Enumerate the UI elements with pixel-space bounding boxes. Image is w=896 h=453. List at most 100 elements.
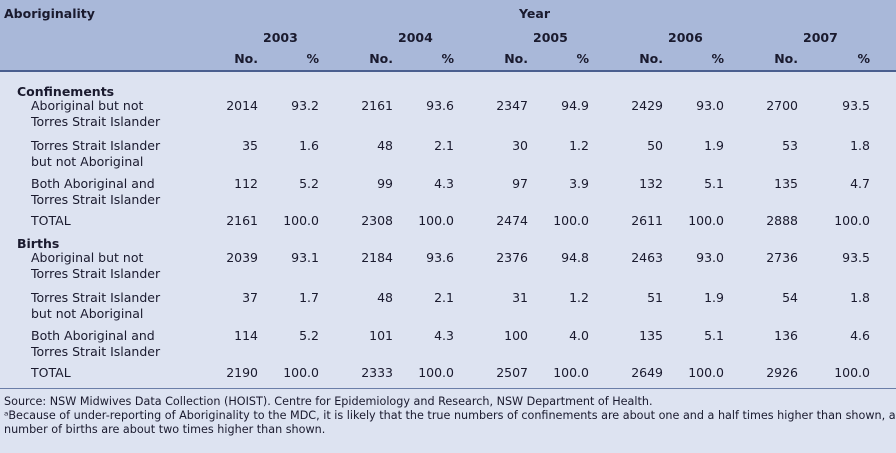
percent-cell: 100.0 — [688, 365, 724, 380]
count-cell: 31 — [512, 290, 528, 305]
percent-cell: 100.0 — [834, 213, 870, 228]
percent-cell: 1.2 — [569, 138, 589, 153]
count-cell: 2736 — [766, 250, 798, 265]
percent-cell: 1.7 — [299, 290, 319, 305]
count-cell: 101 — [369, 328, 393, 343]
percent-cell: 1.6 — [299, 138, 319, 153]
no-subheader-4: No. — [774, 51, 798, 66]
pct-subheader-1: % — [441, 51, 454, 66]
percent-cell: 2.1 — [434, 290, 454, 305]
row-label: TOTAL — [31, 213, 71, 228]
percent-cell: 93.0 — [696, 98, 724, 113]
percent-cell: 4.0 — [569, 328, 589, 343]
percent-cell: 1.8 — [850, 290, 870, 305]
percent-cell: 100.0 — [688, 213, 724, 228]
percent-cell: 100.0 — [283, 365, 319, 380]
percent-cell: 100.0 — [553, 213, 589, 228]
count-cell: 99 — [377, 176, 393, 191]
percent-cell: 1.9 — [704, 138, 724, 153]
count-cell: 135 — [774, 176, 798, 191]
year-header-0: 2003 — [263, 30, 298, 45]
row-label-header: Aboriginality — [4, 6, 95, 21]
no-subheader-0: No. — [234, 51, 258, 66]
percent-cell: 5.1 — [704, 328, 724, 343]
header-divider — [0, 70, 896, 72]
no-subheader-2: No. — [504, 51, 528, 66]
count-cell: 2190 — [226, 365, 258, 380]
pct-subheader-2: % — [576, 51, 589, 66]
count-cell: 54 — [782, 290, 798, 305]
year-header-1: 2004 — [398, 30, 433, 45]
count-cell: 48 — [377, 290, 393, 305]
count-cell: 50 — [647, 138, 663, 153]
row-label: Torres Strait Islander — [31, 290, 161, 305]
percent-cell: 100.0 — [283, 213, 319, 228]
percent-cell: 5.1 — [704, 176, 724, 191]
percent-cell: 5.2 — [299, 176, 319, 191]
count-cell: 114 — [234, 328, 258, 343]
count-cell: 48 — [377, 138, 393, 153]
percent-cell: 1.8 — [850, 138, 870, 153]
row-label: Both Aboriginal and — [31, 176, 155, 191]
footnote-line-1: ᵃBecause of under-reporting of Aborigina… — [4, 409, 896, 422]
section-title: Births — [17, 236, 60, 251]
count-cell: 112 — [234, 176, 258, 191]
count-cell: 2474 — [496, 213, 528, 228]
count-cell: 2014 — [226, 98, 258, 113]
count-cell: 2926 — [766, 365, 798, 380]
count-cell: 35 — [242, 138, 258, 153]
footnote-divider — [0, 388, 896, 389]
source-note: Source: NSW Midwives Data Collection (HO… — [4, 395, 653, 408]
count-cell: 2308 — [361, 213, 393, 228]
percent-cell: 100.0 — [418, 365, 454, 380]
percent-cell: 93.5 — [842, 250, 870, 265]
no-subheader-1: No. — [369, 51, 393, 66]
count-cell: 53 — [782, 138, 798, 153]
percent-cell: 94.8 — [561, 250, 589, 265]
percent-cell: 100.0 — [418, 213, 454, 228]
row-label: Aboriginal but not — [31, 98, 144, 113]
count-cell: 2507 — [496, 365, 528, 380]
row-label: TOTAL — [31, 365, 71, 380]
year-header-4: 2007 — [803, 30, 838, 45]
table-header-band — [0, 0, 896, 70]
percent-cell: 94.9 — [561, 98, 589, 113]
percent-cell: 93.5 — [842, 98, 870, 113]
row-label: but not Aboriginal — [31, 306, 144, 321]
percent-cell: 93.6 — [426, 98, 454, 113]
percent-cell: 100.0 — [834, 365, 870, 380]
count-cell: 100 — [504, 328, 528, 343]
count-cell: 135 — [639, 328, 663, 343]
percent-cell: 93.6 — [426, 250, 454, 265]
count-cell: 51 — [647, 290, 663, 305]
year-header-3: 2006 — [668, 30, 703, 45]
count-cell: 2161 — [361, 98, 393, 113]
percent-cell: 1.2 — [569, 290, 589, 305]
percent-cell: 4.3 — [434, 328, 454, 343]
percent-cell: 2.1 — [434, 138, 454, 153]
percent-cell: 4.6 — [850, 328, 870, 343]
count-cell: 2463 — [631, 250, 663, 265]
row-label: Torres Strait Islander — [31, 192, 161, 207]
percent-cell: 4.3 — [434, 176, 454, 191]
count-cell: 2347 — [496, 98, 528, 113]
count-cell: 2429 — [631, 98, 663, 113]
percent-cell: 4.7 — [850, 176, 870, 191]
percent-cell: 93.2 — [291, 98, 319, 113]
count-cell: 2649 — [631, 365, 663, 380]
section-title: Confinements — [17, 84, 115, 99]
count-cell: 136 — [774, 328, 798, 343]
row-label: Torres Strait Islander — [31, 344, 161, 359]
row-label: but not Aboriginal — [31, 154, 144, 169]
percent-cell: 93.1 — [291, 250, 319, 265]
row-label: Torres Strait Islander — [31, 266, 161, 281]
row-label: Both Aboriginal and — [31, 328, 155, 343]
percent-cell: 100.0 — [553, 365, 589, 380]
pct-subheader-0: % — [306, 51, 319, 66]
percent-cell: 1.9 — [704, 290, 724, 305]
count-cell: 2611 — [631, 213, 663, 228]
year-header-2: 2005 — [533, 30, 568, 45]
percent-cell: 93.0 — [696, 250, 724, 265]
count-cell: 2376 — [496, 250, 528, 265]
